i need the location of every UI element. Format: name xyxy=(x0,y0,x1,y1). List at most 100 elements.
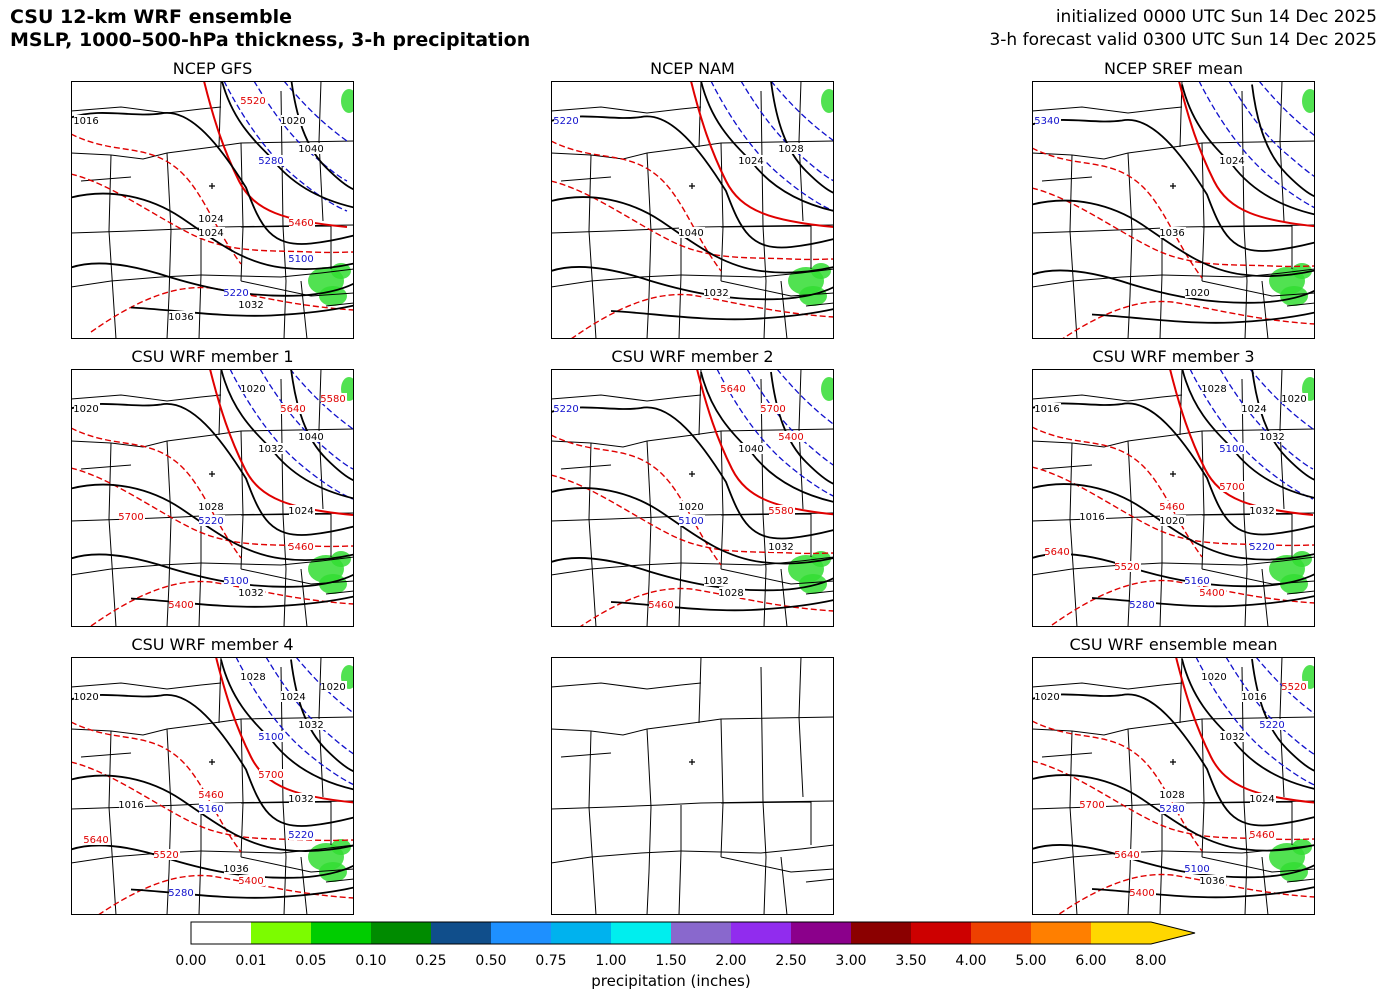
thickness-line-blue xyxy=(1225,657,1315,756)
contour-label-bg xyxy=(299,431,325,442)
contour-label-bg xyxy=(169,887,195,898)
valid-time-block: initialized 0000 UTC Sun 14 Dec 2025 3-h… xyxy=(989,6,1377,52)
contour-label-bg xyxy=(1282,393,1308,404)
contour-label-bg xyxy=(259,731,285,742)
thickness-line-blue xyxy=(235,657,354,786)
contour-label-bg xyxy=(1130,599,1156,610)
map-panel: 1016 1024 5220 5280 1040 1036 5100 1032 1024 5460… xyxy=(71,81,354,339)
colorbar-tick-label: 2.00 xyxy=(715,953,747,969)
state-border xyxy=(200,556,354,566)
contour-label-bg xyxy=(199,227,225,238)
contour-label: 5640 xyxy=(1044,547,1069,558)
contour-label-bg xyxy=(1080,511,1106,522)
isobar xyxy=(290,369,354,482)
contour-label-bg xyxy=(119,511,145,522)
state-border xyxy=(166,728,172,915)
contour-label-bg xyxy=(1130,887,1156,898)
contour-label: 5220 xyxy=(288,830,313,841)
contour-label-bg xyxy=(241,383,267,394)
contour-label-bg xyxy=(289,505,315,516)
map-svg: 1016 1020 5160 5100 1032 5280 5220 5400 5460 1032… xyxy=(1032,369,1315,627)
contour-label: 1016 xyxy=(73,116,98,127)
state-border xyxy=(166,440,172,627)
isobar xyxy=(551,406,834,540)
isobar xyxy=(1032,693,1315,827)
state-border xyxy=(1127,440,1133,627)
contour-label: 1024 xyxy=(1219,156,1244,167)
contour-label-bg xyxy=(1115,561,1141,572)
map-panel: 5340 1036 1020 1024 xyxy=(1032,81,1315,339)
map-svg: 5220 1040 1032 1024 1028 xyxy=(551,81,834,339)
contour-label: 5280 xyxy=(168,888,193,899)
state-border xyxy=(551,106,702,114)
thickness-line-blue xyxy=(265,657,354,755)
contour-label: 5460 xyxy=(1159,502,1184,513)
contour-label-bg xyxy=(259,769,285,780)
contour-label-bg xyxy=(649,599,675,610)
contour-label: 5220 xyxy=(553,404,578,415)
contour-label-bg xyxy=(1250,793,1276,804)
contour-label: 5520 xyxy=(1114,562,1139,573)
colorbar-segment xyxy=(851,922,911,944)
contour-label-bg xyxy=(289,793,315,804)
map-panel: 5220 5100 1032 1040 5400 5460 1032 1028 1020 5580… xyxy=(551,369,834,627)
state-border xyxy=(760,666,767,915)
colorbar-tick-label: 5.00 xyxy=(1015,953,1047,969)
state-border xyxy=(678,229,682,339)
thickness-line-blue xyxy=(740,81,834,182)
contour-label: 5220 xyxy=(1259,720,1284,731)
location-marker xyxy=(1170,183,1176,189)
state-border xyxy=(71,394,222,402)
state-border xyxy=(1032,682,1183,690)
state-border xyxy=(1201,801,1293,845)
colorbar-tick-label: 0.10 xyxy=(355,953,387,969)
contour-label: 5220 xyxy=(223,288,248,299)
colorbar-tick-label: 0.00 xyxy=(175,953,207,969)
contour-label: 1020 xyxy=(280,116,305,127)
state-border xyxy=(198,805,202,915)
precip-area xyxy=(319,574,347,594)
location-marker xyxy=(689,759,695,765)
isobar xyxy=(1032,552,1315,588)
colorbar-tick-label: 4.00 xyxy=(955,953,987,969)
contour-label-bg xyxy=(739,155,765,166)
contour-label: 5100 xyxy=(288,254,313,265)
state-border xyxy=(588,442,597,627)
isobar xyxy=(770,81,834,194)
precip-area xyxy=(1302,89,1315,113)
contour-label-bg xyxy=(779,431,805,442)
isobar xyxy=(71,192,354,271)
contour-label: 5280 xyxy=(1129,600,1154,611)
contour-label-bg xyxy=(1115,849,1141,860)
state-border xyxy=(560,464,612,470)
state-border xyxy=(200,268,354,278)
isobar xyxy=(71,483,354,562)
contour-label-bg xyxy=(1160,227,1186,238)
thickness-line-dashed xyxy=(551,474,834,555)
state-border xyxy=(798,81,804,222)
panel-title: NCEP NAM xyxy=(650,59,735,78)
contour-label-bg xyxy=(74,691,100,702)
state-border xyxy=(1032,106,1183,114)
state-border xyxy=(646,728,652,915)
contour-label-bg xyxy=(1220,481,1246,492)
state-border xyxy=(318,369,324,510)
isobar xyxy=(551,196,834,274)
thickness-line-dashed xyxy=(1061,300,1315,339)
isobar xyxy=(71,403,354,536)
thickness-line-dashed xyxy=(71,761,354,842)
contour-label: 5400 xyxy=(1199,588,1224,599)
thickness-line-dashed xyxy=(90,580,354,627)
contour-label: 1024 xyxy=(280,692,305,703)
contour-label-bg xyxy=(241,671,267,682)
state-border xyxy=(720,280,834,297)
location-marker xyxy=(209,183,215,189)
contour-label: 5460 xyxy=(198,790,223,801)
state-border xyxy=(1286,878,1315,883)
contour-label: 1036 xyxy=(1159,228,1184,239)
thickness-line-dashed xyxy=(1032,426,1203,558)
panel-title: CSU WRF member 1 xyxy=(131,347,294,366)
contour-label-bg xyxy=(1160,803,1186,814)
state-border xyxy=(1069,730,1078,915)
contour-label-bg xyxy=(1282,681,1308,692)
